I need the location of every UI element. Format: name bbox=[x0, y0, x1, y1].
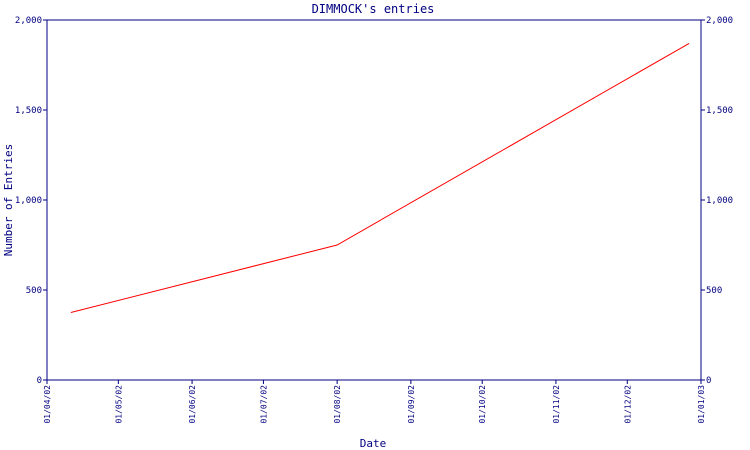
y-tick-label-right: 500 bbox=[706, 286, 722, 296]
y-tick-label-left: 2,000 bbox=[15, 16, 42, 26]
y-tick-label-left: 500 bbox=[26, 286, 42, 296]
y-tick-label-right: 0 bbox=[706, 376, 711, 386]
x-tick-label: 01/10/02 bbox=[478, 385, 487, 424]
plot-area bbox=[46, 19, 702, 381]
y-axis-right: 0 500 1,000 1,500 2,000 bbox=[701, 16, 733, 386]
y-tick-label-left: 0 bbox=[37, 376, 42, 386]
y-tick-label-right: 2,000 bbox=[706, 16, 733, 26]
series-line bbox=[70, 42, 690, 313]
y-axis-left: 0 500 1,000 1,500 2,000 bbox=[15, 16, 47, 386]
x-tick-label: 01/12/02 bbox=[623, 385, 632, 424]
x-tick-label: 01/06/02 bbox=[188, 385, 197, 424]
x-tick-label: 01/04/02 bbox=[43, 385, 52, 424]
y-tick-label-left: 1,500 bbox=[15, 106, 42, 116]
x-tick-label: 01/09/02 bbox=[407, 385, 416, 424]
x-axis: 01/04/02 01/05/02 01/06/02 01/07/02 01/08/02… bbox=[43, 380, 706, 424]
y-tick-label-left: 1,000 bbox=[15, 196, 42, 206]
y-tick-label-right: 1,500 bbox=[706, 106, 733, 116]
x-tick-label: 01/11/02 bbox=[552, 385, 561, 424]
x-tick-label: 01/05/02 bbox=[114, 385, 123, 424]
y-axis-label: Number of Entries bbox=[2, 144, 15, 257]
x-tick-label: 01/01/03 bbox=[697, 385, 706, 424]
y-tick-label-right: 1,000 bbox=[706, 196, 733, 206]
x-axis-label: Date bbox=[360, 437, 387, 450]
x-tick-label: 01/07/02 bbox=[259, 385, 268, 424]
x-tick-label: 01/08/02 bbox=[333, 385, 342, 424]
series-group bbox=[70, 42, 690, 313]
chart-title: DIMMOCK's entries bbox=[312, 2, 435, 16]
